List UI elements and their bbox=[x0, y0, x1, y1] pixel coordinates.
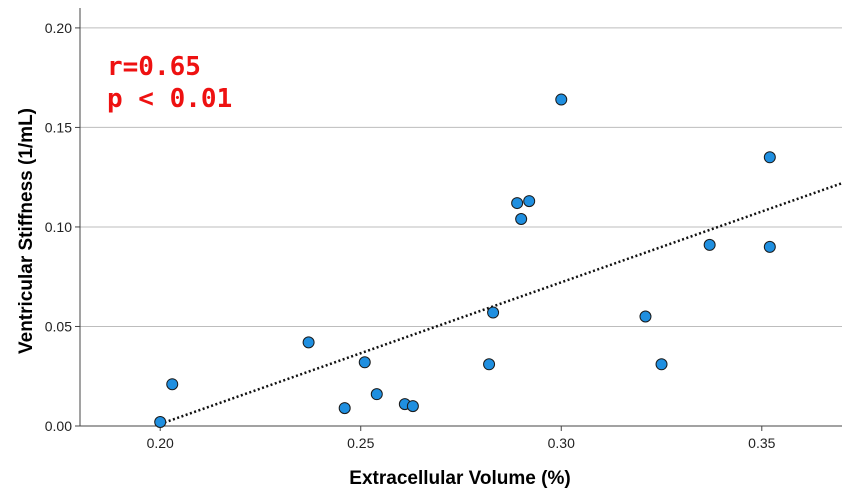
data-point bbox=[511, 197, 524, 210]
data-point bbox=[358, 356, 371, 369]
data-point bbox=[166, 378, 179, 391]
data-point bbox=[370, 388, 383, 401]
data-point bbox=[406, 400, 419, 413]
annotation-p: p < 0.01 bbox=[107, 84, 232, 114]
axes bbox=[75, 8, 842, 431]
x-axis-title: Extracellular Volume (%) bbox=[349, 468, 570, 489]
data-point bbox=[302, 336, 315, 349]
data-point bbox=[523, 195, 536, 208]
data-point bbox=[655, 358, 668, 371]
data-point bbox=[703, 238, 716, 251]
data-point bbox=[763, 151, 776, 164]
data-point bbox=[639, 310, 652, 323]
data-point bbox=[763, 240, 776, 253]
x-tick-label: 0.20 bbox=[147, 435, 174, 451]
data-point bbox=[338, 402, 351, 415]
x-tick-label: 0.25 bbox=[347, 435, 374, 451]
x-tick-label: 0.35 bbox=[748, 435, 775, 451]
trendline-layer bbox=[159, 181, 843, 426]
data-point bbox=[483, 358, 496, 371]
y-axis-title: Ventricular Stiffness (1/mL) bbox=[16, 108, 37, 354]
data-point bbox=[515, 212, 528, 225]
data-point bbox=[154, 416, 167, 429]
grid-lines bbox=[80, 27, 842, 327]
y-tick-label: 0.20 bbox=[45, 20, 72, 36]
data-point bbox=[487, 306, 500, 319]
data-point bbox=[555, 93, 568, 106]
y-tick-label: 0.10 bbox=[45, 219, 72, 235]
y-tick-label: 0.15 bbox=[45, 119, 72, 135]
y-tick-label: 0.05 bbox=[45, 318, 72, 334]
data-points bbox=[154, 93, 776, 429]
x-tick-label: 0.30 bbox=[548, 435, 575, 451]
trendline bbox=[159, 181, 843, 426]
y-tick-label: 0.00 bbox=[45, 418, 72, 434]
tick-labels: 0.20 0.25 0.30 0.35 0.00 0.05 0.10 0.15 0.20 bbox=[45, 20, 776, 451]
annotation-r: r=0.65 bbox=[107, 52, 201, 82]
